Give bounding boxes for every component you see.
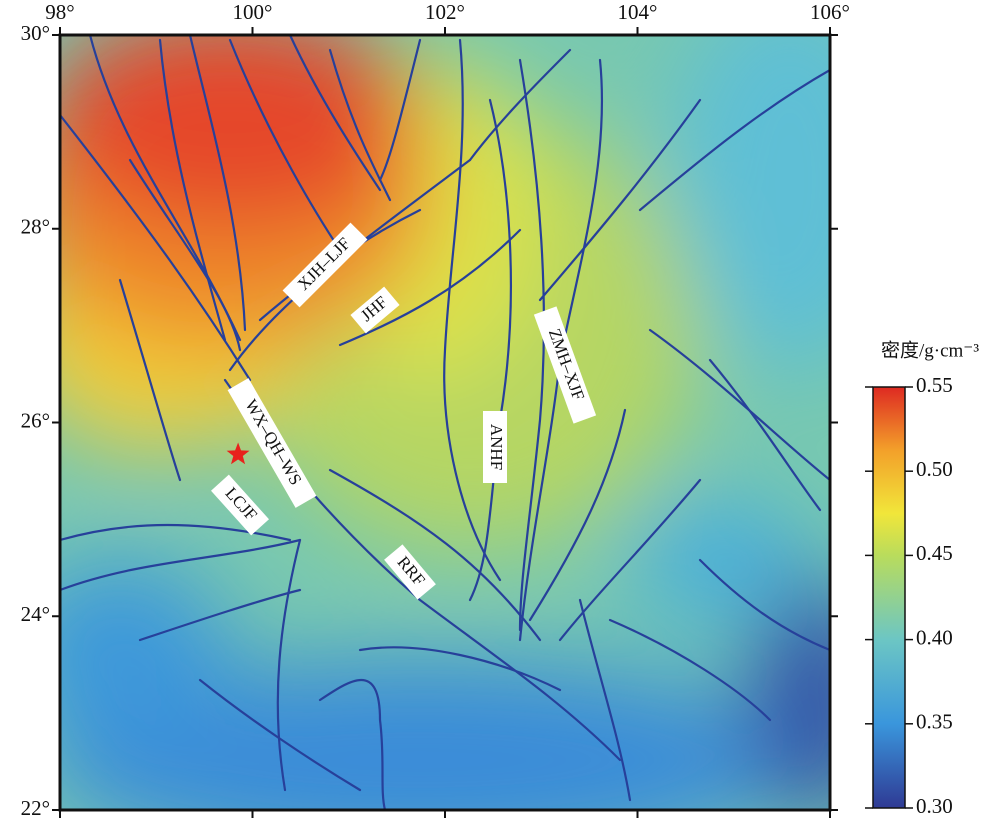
lon-tick-label: 104° <box>618 0 658 24</box>
lat-tick-label: 28° <box>21 215 50 239</box>
colorbar-title: 密度/g·cm⁻³ <box>881 339 979 361</box>
label-box <box>282 222 368 308</box>
lat-tick-label: 24° <box>21 602 50 626</box>
label-box <box>533 306 597 424</box>
colorbar-tick-label: 0.45 <box>916 541 953 565</box>
lat-tick-label: 26° <box>21 408 50 432</box>
label-box <box>483 411 507 483</box>
lon-tick-label: 102° <box>425 0 465 24</box>
fault-label: ANHF <box>487 424 506 470</box>
lat-tick-label: 22° <box>21 796 50 820</box>
lon-tick-label: 106° <box>810 0 850 24</box>
label-box <box>227 378 317 508</box>
colorbar-tick-label: 0.50 <box>916 457 953 481</box>
epicenter-star <box>226 442 250 465</box>
colorbar-tick-label: 0.30 <box>916 794 953 818</box>
density-field <box>60 35 830 810</box>
lat-tick-label: 30° <box>21 21 50 45</box>
label-box <box>384 544 436 600</box>
colorbar-tick-label: 0.40 <box>916 625 953 649</box>
colorbar-tick-label: 0.55 <box>916 373 953 397</box>
colorbar <box>872 386 906 809</box>
lon-tick-label: 98° <box>45 0 74 24</box>
colorbar-tick-label: 0.35 <box>916 710 953 734</box>
label-box <box>211 474 269 536</box>
faults <box>60 35 830 810</box>
lon-tick-label: 100° <box>233 0 273 24</box>
label-box <box>350 286 400 334</box>
